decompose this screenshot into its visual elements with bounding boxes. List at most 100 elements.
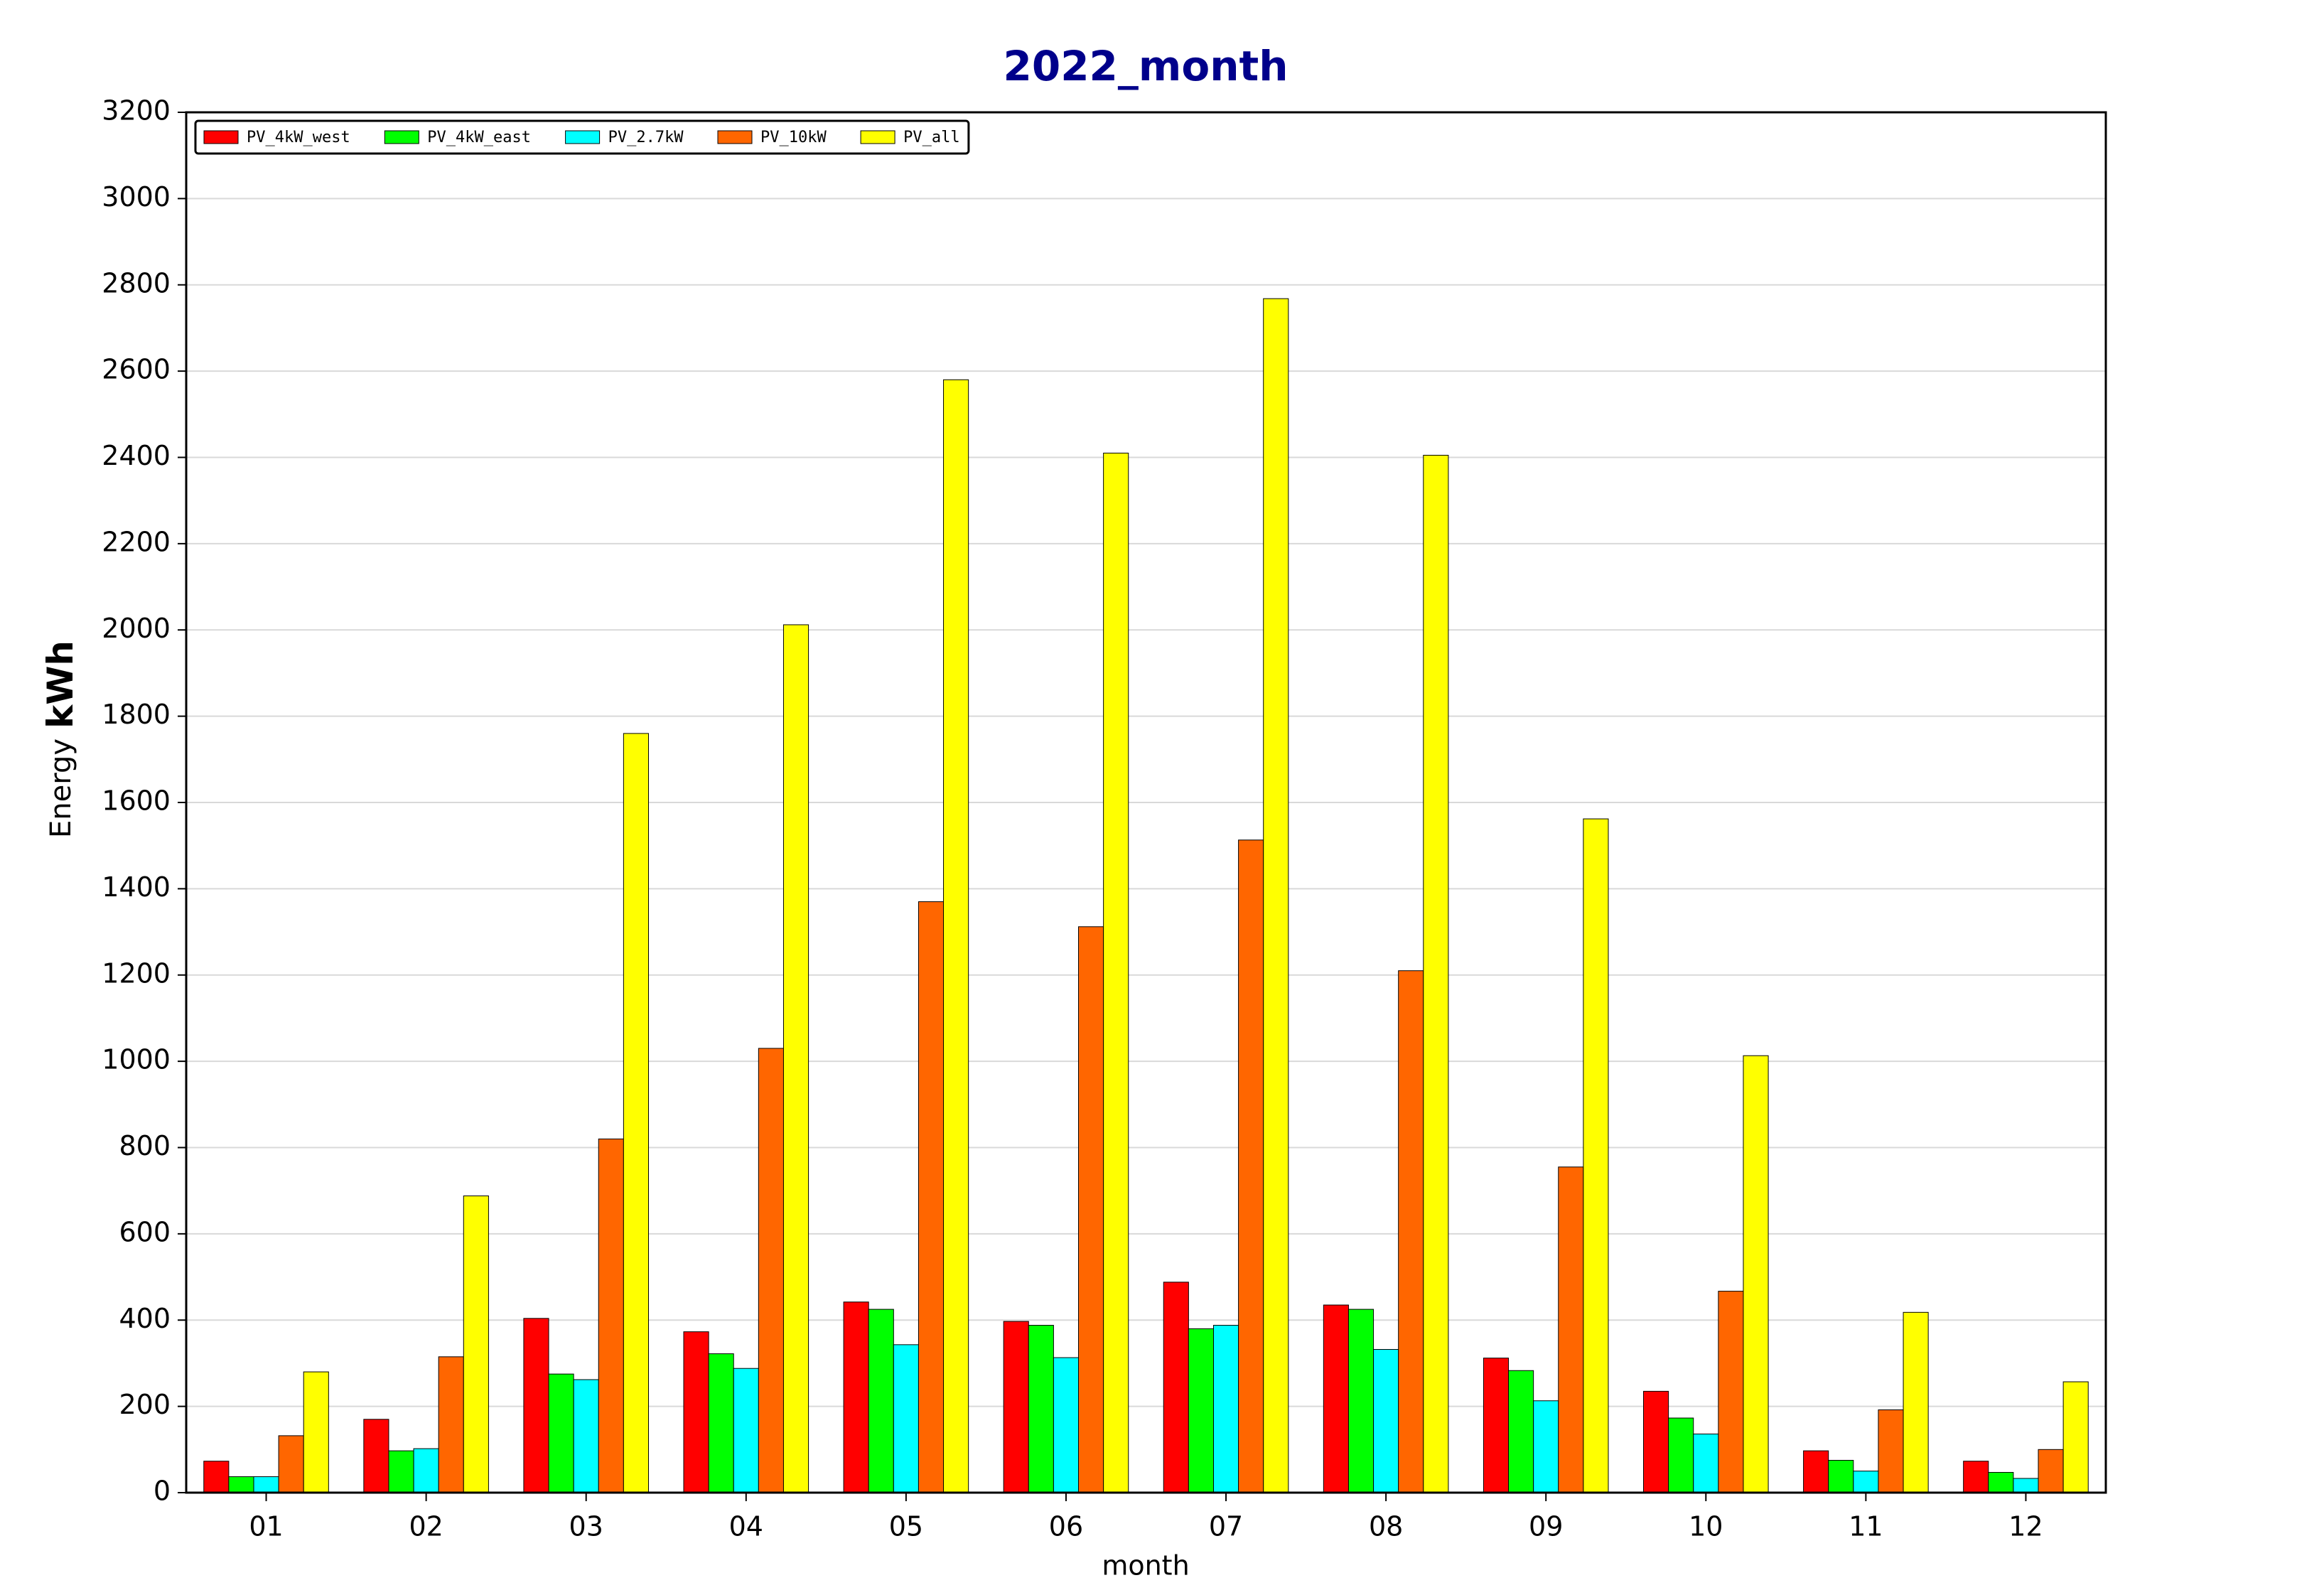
bar — [2013, 1478, 2039, 1493]
x-tick-label: 08 — [1369, 1511, 1403, 1542]
bar — [1373, 1349, 1399, 1493]
bar — [868, 1309, 894, 1493]
x-tick-label: 04 — [729, 1511, 763, 1542]
bar — [708, 1353, 734, 1493]
bar — [278, 1435, 304, 1493]
y-axis-label: Energy kWh — [40, 640, 81, 838]
x-tick-label: 01 — [249, 1511, 283, 1542]
x-tick-label: 07 — [1209, 1511, 1243, 1542]
bar — [413, 1448, 439, 1493]
bar — [1963, 1461, 1989, 1493]
y-tick-label: 2200 — [102, 526, 171, 557]
bar — [1347, 1309, 1375, 1493]
bar — [2062, 1381, 2089, 1493]
bar — [1483, 1358, 1510, 1493]
bar — [1853, 1471, 1879, 1493]
bar — [1323, 1304, 1349, 1493]
bar — [1003, 1321, 1029, 1493]
bar — [1558, 1166, 1584, 1493]
x-tick-label: 06 — [1049, 1511, 1083, 1542]
bar — [943, 379, 969, 1493]
legend: PV_4kW_west PV_4kW_east PV_2.7kW PV_10kW PV_… — [194, 119, 970, 155]
bar — [623, 733, 649, 1493]
legend-swatch — [860, 130, 895, 144]
bar — [758, 1048, 784, 1493]
legend-label: PV_4kW_east — [427, 129, 531, 146]
y-tick-label: 3200 — [102, 95, 171, 127]
bar — [303, 1371, 329, 1493]
chart-title: 2022_month — [1003, 42, 1288, 90]
x-tick-label: 09 — [1529, 1511, 1563, 1542]
bar — [363, 1419, 389, 1493]
legend-label: PV_2.7kW — [608, 129, 684, 146]
y-tick-label: 3000 — [102, 181, 171, 213]
bar — [1508, 1370, 1534, 1493]
y-label-text: Energy — [45, 739, 77, 838]
bar — [1263, 298, 1289, 1493]
bar — [1828, 1459, 1854, 1493]
bar — [1212, 1325, 1239, 1493]
bar — [573, 1379, 599, 1493]
bar — [203, 1461, 230, 1493]
bar — [1028, 1325, 1054, 1493]
bar — [253, 1476, 279, 1493]
y-tick-label: 0 — [154, 1476, 171, 1507]
legend-label: PV_10kW — [760, 129, 827, 146]
bar — [1668, 1417, 1694, 1493]
bar — [1238, 839, 1264, 1493]
x-tick-label: 05 — [889, 1511, 923, 1542]
legend-swatch — [203, 130, 239, 144]
y-tick-label: 600 — [119, 1216, 171, 1247]
x-axis-label: month — [1102, 1550, 1189, 1581]
x-tick-label: 10 — [1689, 1511, 1723, 1542]
bar — [1163, 1282, 1189, 1493]
y-tick-label: 1000 — [102, 1044, 171, 1075]
bar — [1743, 1055, 1769, 1493]
bar — [1803, 1450, 1829, 1493]
bar — [1423, 454, 1449, 1493]
bar — [388, 1450, 414, 1493]
bar — [598, 1138, 624, 1493]
y-tick-label: 2600 — [102, 354, 171, 385]
y-label-unit: kWh — [40, 640, 81, 729]
bar — [1533, 1400, 1559, 1493]
bar — [918, 901, 945, 1493]
bar — [1643, 1390, 1669, 1493]
bar — [733, 1368, 759, 1493]
plot-frame — [185, 111, 2107, 1494]
bar — [782, 624, 809, 1493]
legend-label: PV_4kW_west — [247, 129, 350, 146]
bar — [1078, 926, 1104, 1493]
bar — [548, 1373, 574, 1493]
bar — [1903, 1311, 1929, 1493]
bar — [1583, 818, 1609, 1493]
x-tick-label: 02 — [409, 1511, 443, 1542]
x-tick-label: 11 — [1849, 1511, 1883, 1542]
y-tick-label: 1400 — [102, 871, 171, 903]
bar — [463, 1195, 489, 1493]
bar — [1053, 1357, 1080, 1493]
bar — [523, 1318, 549, 1493]
y-tick-label: 2400 — [102, 440, 171, 471]
legend-swatch — [565, 130, 601, 144]
bar — [1693, 1433, 1719, 1493]
bar — [1398, 970, 1424, 1493]
y-tick-label: 2000 — [102, 613, 171, 644]
bar — [1878, 1409, 1904, 1493]
bar — [1188, 1328, 1214, 1493]
x-tick-label: 12 — [2008, 1511, 2043, 1542]
bar — [1988, 1471, 2014, 1493]
bar — [228, 1476, 254, 1493]
bar — [1718, 1291, 1744, 1493]
y-tick-label: 2800 — [102, 267, 171, 299]
x-tick-label: 03 — [569, 1511, 603, 1542]
legend-swatch — [384, 130, 419, 144]
bar — [1103, 452, 1129, 1493]
y-tick-label: 1800 — [102, 699, 171, 730]
bar — [2038, 1449, 2064, 1493]
y-tick-label: 1600 — [102, 785, 171, 817]
bar — [843, 1301, 869, 1493]
legend-swatch — [717, 130, 753, 144]
y-tick-label: 800 — [119, 1130, 171, 1161]
